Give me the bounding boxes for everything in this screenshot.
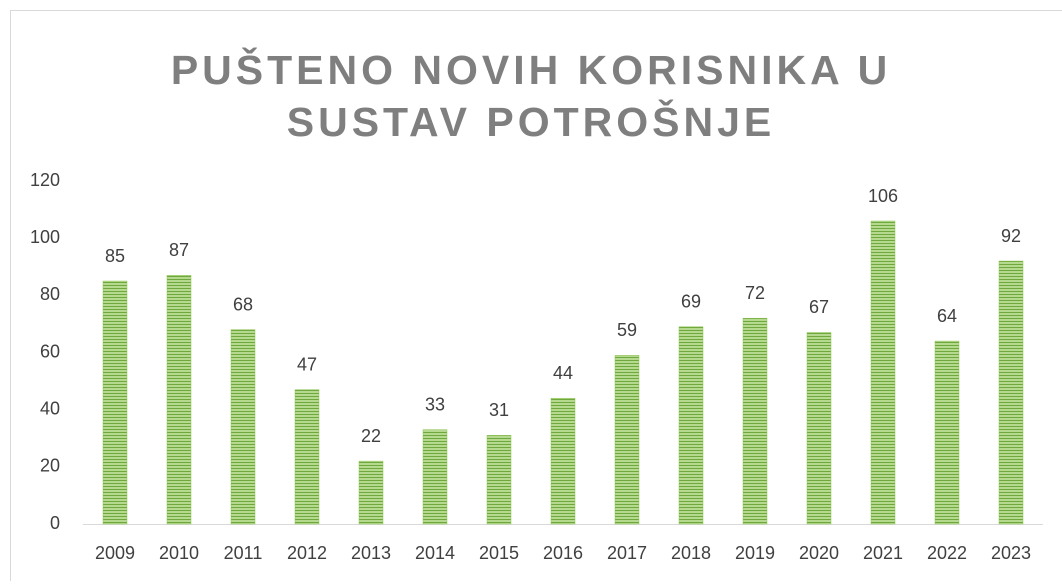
data-label: 67 — [809, 297, 829, 317]
data-label: 85 — [105, 246, 125, 266]
data-label: 92 — [1001, 226, 1021, 246]
x-tick-label: 2019 — [735, 543, 775, 563]
x-tick-label: 2016 — [543, 543, 583, 563]
bar — [615, 355, 639, 524]
x-tick-label: 2020 — [799, 543, 839, 563]
bar — [167, 275, 191, 524]
bar — [487, 435, 511, 524]
x-tick-label: 2010 — [159, 543, 199, 563]
y-tick-label: 60 — [40, 341, 60, 361]
bar — [359, 461, 383, 524]
x-tick-label: 2021 — [863, 543, 903, 563]
bar — [935, 341, 959, 524]
data-label: 47 — [297, 354, 317, 374]
x-tick-label: 2013 — [351, 543, 391, 563]
x-tick-label: 2014 — [415, 543, 455, 563]
x-tick-label: 2022 — [927, 543, 967, 563]
y-tick-label: 0 — [50, 513, 60, 533]
bar — [871, 221, 895, 524]
data-label: 87 — [169, 240, 189, 260]
x-tick-label: 2017 — [607, 543, 647, 563]
bar — [423, 430, 447, 524]
x-tick-label: 2009 — [95, 543, 135, 563]
bar — [743, 318, 767, 524]
bar — [999, 261, 1023, 524]
bar — [103, 281, 127, 524]
bar — [551, 398, 575, 524]
data-label: 106 — [868, 186, 898, 206]
data-label: 69 — [681, 292, 701, 312]
bar — [295, 390, 319, 524]
x-tick-label: 2011 — [224, 543, 263, 563]
data-label: 31 — [489, 400, 509, 420]
bar — [807, 332, 831, 524]
x-tick-label: 2018 — [671, 543, 711, 563]
data-label: 68 — [233, 294, 253, 314]
y-tick-label: 20 — [40, 456, 60, 476]
y-tick-label: 80 — [40, 284, 60, 304]
bar — [231, 330, 255, 524]
data-label: 33 — [425, 394, 445, 414]
data-label: 59 — [617, 320, 637, 340]
chart-title: PUŠTENO NOVIH KORISNIKA U SUSTAV POTROŠN… — [151, 44, 911, 148]
y-tick-label: 100 — [30, 227, 60, 247]
x-tick-label: 2023 — [991, 543, 1031, 563]
data-label: 22 — [361, 426, 381, 446]
x-tick-label: 2012 — [287, 543, 327, 563]
data-label: 44 — [553, 363, 573, 383]
x-tick-label: 2015 — [479, 543, 519, 563]
data-label: 72 — [745, 283, 765, 303]
data-label: 64 — [937, 306, 957, 326]
bar — [679, 327, 703, 524]
y-tick-label: 120 — [30, 170, 60, 190]
y-tick-label: 40 — [40, 398, 60, 418]
